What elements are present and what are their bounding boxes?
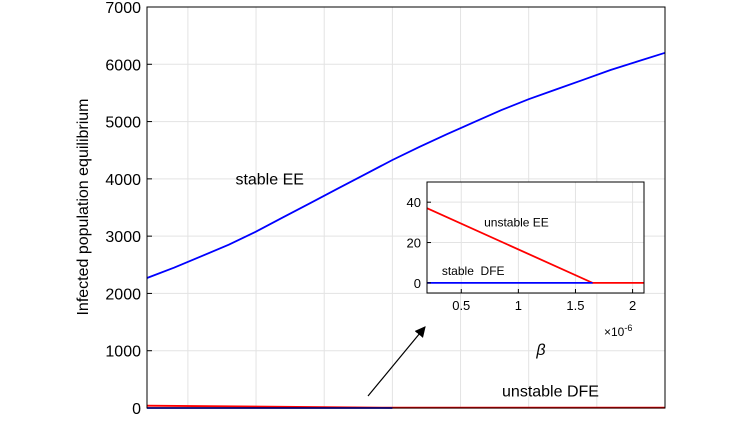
inset-y-ticks: 0 20 40 [407, 195, 431, 291]
inset-background [427, 182, 644, 293]
main-y-axis-label: Infected population equilibrium [75, 98, 92, 315]
inset-y-tick-label: 40 [407, 195, 421, 210]
inset-x-tick-label: 1 [515, 298, 522, 313]
inset-x-tick-label: 2 [629, 298, 636, 313]
annotation-unstable-ee: unstable EE [484, 215, 549, 229]
annotation-unstable-dfe: unstable DFE [502, 384, 599, 401]
main-y-tick-label: 5000 [105, 115, 141, 132]
annotation-stable-ee: stable EE [235, 172, 303, 189]
inset-x-tick-label: 0.5 [452, 298, 470, 313]
main-y-tick-label: 0 [132, 401, 141, 416]
main-y-tick-label: 1000 [105, 344, 141, 361]
inset-x-axis-label: β [535, 342, 545, 359]
annotation-stable-dfe: stable DFE [442, 264, 505, 278]
main-y-tick-label: 2000 [105, 286, 141, 303]
main-y-tick-label: 3000 [105, 229, 141, 246]
inset-x-ticks: 0.5 1 1.5 2 [452, 289, 636, 313]
inset-series-group [426, 207, 644, 284]
main-plot-frame [146, 6, 666, 409]
inset-plot-frame [426, 181, 645, 294]
series-line-stable-ee [146, 51, 666, 279]
inset-y-tick-label: 20 [407, 236, 421, 251]
main-y-ticks: 0 1000 2000 3000 4000 5000 6000 7000 [105, 0, 152, 418]
inset-x-tick-label: 1.5 [566, 298, 584, 313]
main-y-tick-label: 7000 [105, 0, 141, 17]
main-y-tick-label: 6000 [105, 57, 141, 74]
zoom-arrow [367, 326, 426, 397]
inset-x-exponent: ×10-6 [604, 323, 632, 339]
inset-plot: 0.5 1 1.5 2 0 20 40 β ×10-6 unstable EE stabl… [407, 181, 645, 359]
main-plot: 0 1000 2000 3000 4000 5000 6000 7000 Infected p… [75, 0, 666, 418]
inset-y-tick-label: 0 [414, 276, 421, 291]
main-y-tick-label: 4000 [105, 172, 141, 189]
